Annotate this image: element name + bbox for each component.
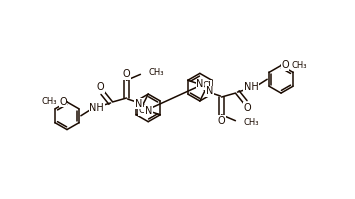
Text: O: O <box>123 69 130 79</box>
Text: CH₃: CH₃ <box>42 98 57 106</box>
Text: N: N <box>206 86 213 96</box>
Text: O: O <box>218 116 225 126</box>
Text: Cl: Cl <box>202 81 211 90</box>
Text: N: N <box>135 99 142 109</box>
Text: CH₃: CH₃ <box>148 68 164 77</box>
Text: O: O <box>97 82 104 92</box>
Text: O: O <box>59 97 67 107</box>
Text: CH₃: CH₃ <box>291 61 307 70</box>
Text: N: N <box>145 106 152 116</box>
Text: N: N <box>196 79 203 89</box>
Text: O: O <box>244 103 251 113</box>
Text: CH₃: CH₃ <box>244 118 259 127</box>
Text: NH: NH <box>89 103 104 113</box>
Text: Cl: Cl <box>139 106 148 115</box>
Text: O: O <box>281 60 289 70</box>
Text: NH: NH <box>244 82 259 92</box>
